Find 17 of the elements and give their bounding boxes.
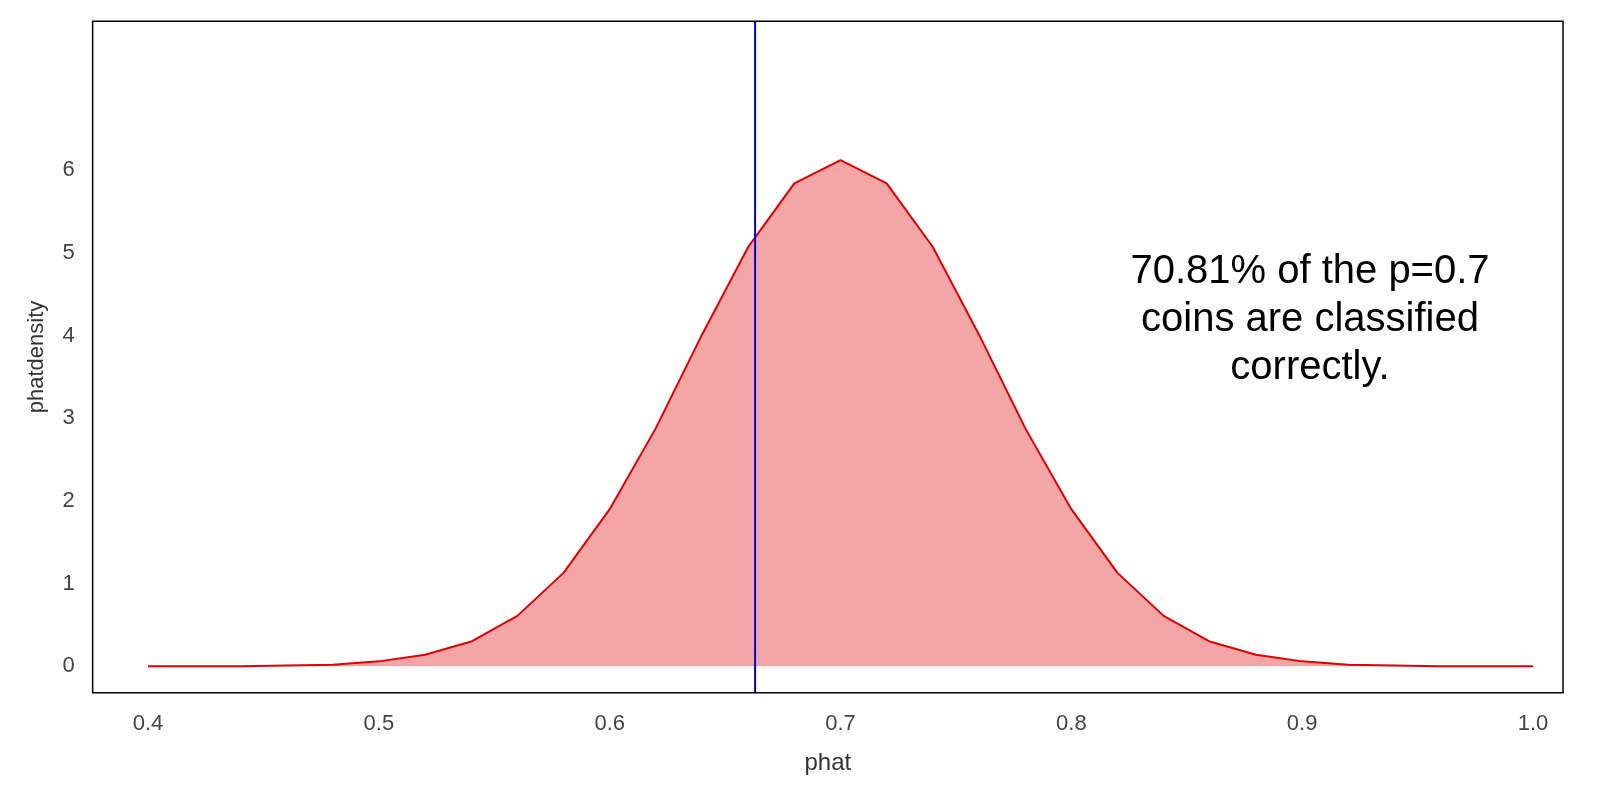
x-tick-label: 0.9 — [1286, 710, 1318, 736]
x-tick-label: 1.0 — [1517, 710, 1549, 736]
x-tick-label: 0.6 — [594, 710, 625, 736]
x-tick-label: 0.5 — [363, 710, 395, 736]
y-tick-label: 0 — [62, 652, 75, 678]
y-tick-label: 4 — [62, 321, 75, 347]
x-tick-label: 0.7 — [825, 710, 856, 736]
x-axis-title: phat — [804, 748, 852, 776]
x-tick-label: 0.8 — [1056, 710, 1087, 736]
y-tick-label: 2 — [62, 486, 75, 512]
x-tick-label: 0.4 — [132, 710, 164, 736]
y-tick-label: 6 — [62, 156, 75, 182]
y-axis-title: phatdensity — [23, 300, 49, 414]
y-tick-label: 1 — [62, 569, 75, 595]
annotation: 70.81% of the p=0.7 coins are classified correctly. — [1129, 246, 1491, 389]
y-tick-label: 5 — [62, 238, 75, 264]
y-tick-label: 3 — [62, 404, 75, 430]
